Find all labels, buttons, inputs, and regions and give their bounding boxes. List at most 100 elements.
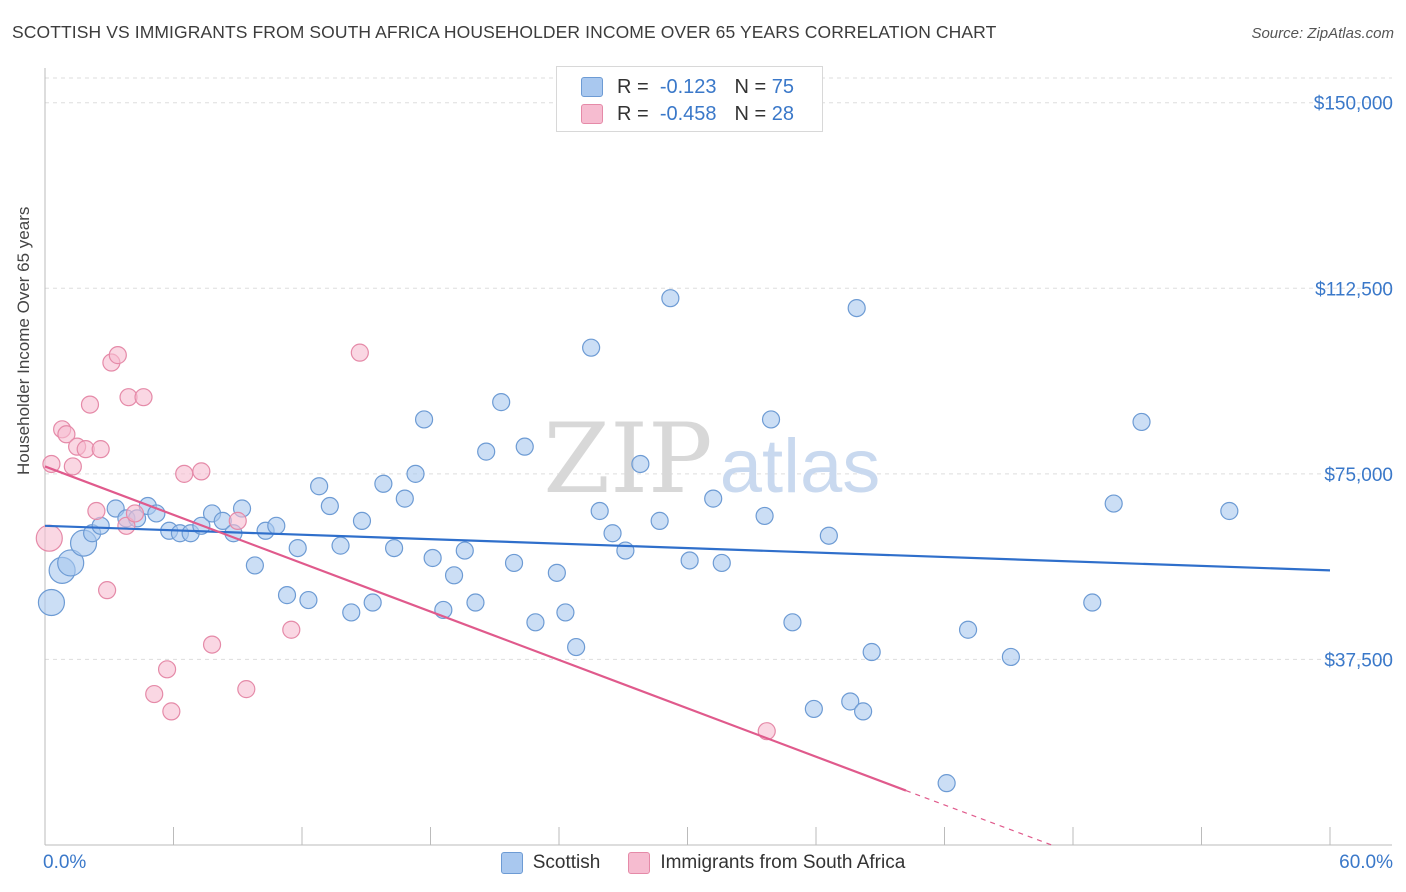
scottish-point <box>1001 647 1020 667</box>
legend-label: Immigrants from South Africa <box>660 852 906 873</box>
scottish-point <box>1220 501 1239 521</box>
scottish-point <box>590 501 609 521</box>
legend-swatch-blue <box>581 77 603 97</box>
south-africa-point <box>108 346 127 365</box>
south-africa-point <box>157 660 177 679</box>
scottish-point <box>277 586 297 605</box>
scottish-point <box>650 511 669 530</box>
watermark: ZIP atlas <box>543 403 880 515</box>
scottish-point <box>299 590 318 610</box>
scottish-point <box>631 454 650 474</box>
scottish-point <box>680 551 699 570</box>
legend-r-label: R = <box>617 102 649 125</box>
scottish-point <box>310 477 329 496</box>
scottish-point <box>395 489 414 508</box>
y-tick-label: $112,500 <box>1315 279 1393 300</box>
south-africa-point <box>87 501 106 521</box>
legend-item-south-africa[interactable]: Immigrants from South Africa <box>628 852 905 874</box>
legend-n-label: N = <box>734 75 767 98</box>
scottish-point <box>414 410 434 429</box>
correlation-legend: R = -0.123 N = 75 R = -0.458 N = 28 <box>556 66 823 132</box>
scottish-point <box>320 496 339 516</box>
scottish-point <box>374 474 393 493</box>
scottish-point <box>423 548 442 568</box>
south-africa-point <box>350 343 369 362</box>
south-africa-point <box>134 388 153 407</box>
scottish-point <box>288 538 307 558</box>
scottish-point <box>841 692 860 711</box>
south-africa-point <box>145 684 164 704</box>
legend-row-scottish: R = -0.123 N = 75 <box>581 75 794 99</box>
scottish-point <box>556 603 575 622</box>
legend-n-value: 28 <box>771 102 795 125</box>
scottish-point <box>455 541 474 560</box>
scottish-point <box>755 506 774 526</box>
scottish-trend-line <box>44 524 1331 572</box>
scottish-point <box>466 593 485 612</box>
scottish-point <box>712 553 731 573</box>
south-africa-point <box>282 620 301 639</box>
scottish-point <box>477 442 496 461</box>
south-africa-point <box>125 504 145 523</box>
south-africa-point <box>57 425 76 444</box>
watermark-atlas: atlas <box>720 424 881 509</box>
y-tick-label: $37,500 <box>1324 650 1393 671</box>
scottish-point <box>1083 593 1102 612</box>
scottish-point <box>616 541 635 560</box>
legend-r-value: -0.123 <box>659 75 717 98</box>
scottish-point <box>444 566 464 585</box>
south-africa-point <box>98 581 117 600</box>
scottish-point <box>37 588 66 617</box>
trend-lines <box>44 465 1331 846</box>
y-tick-label: $150,000 <box>1314 94 1393 115</box>
south-africa-point <box>91 440 110 459</box>
scottish-point <box>937 774 956 793</box>
scottish-point <box>384 538 404 558</box>
scottish-point <box>761 410 781 429</box>
scottish-point <box>1104 494 1123 513</box>
scottish-point <box>267 516 286 535</box>
legend-item-scottish[interactable]: Scottish <box>500 852 600 874</box>
scottish-point <box>958 620 978 639</box>
scottish-point <box>526 613 545 632</box>
legend-row-south-africa: R = -0.458 N = 28 <box>581 102 794 126</box>
south-africa-point <box>228 511 247 530</box>
scottish-point <box>492 393 511 412</box>
scottish-point <box>661 289 680 308</box>
south-africa-point <box>175 464 194 483</box>
scottish-point <box>352 511 372 530</box>
south-africa-trend-line <box>44 465 907 792</box>
legend-r-value: -0.458 <box>659 102 717 125</box>
scottish-point <box>819 526 838 545</box>
legend-swatch-pink <box>628 852 651 874</box>
south-africa-trend-extension <box>905 790 1052 846</box>
grid-lines <box>45 77 1392 660</box>
legend-swatch-pink <box>581 104 603 124</box>
scottish-point <box>847 299 866 318</box>
scottish-point <box>567 637 586 657</box>
south-africa-point <box>237 680 256 699</box>
x-tick-label: 60.0% <box>1339 852 1393 873</box>
scottish-point <box>504 553 524 573</box>
scottish-point <box>547 563 566 582</box>
axes <box>44 68 1392 846</box>
scottish-point <box>342 603 361 622</box>
source-label: Source: ZipAtlas.com <box>1251 25 1394 42</box>
scottish-point <box>406 464 425 483</box>
scottish-point <box>245 556 264 575</box>
watermark-zip: ZIP <box>543 403 712 515</box>
south-africa-point <box>192 462 211 481</box>
x-tick-label: 0.0% <box>43 852 86 873</box>
scottish-point <box>783 613 802 632</box>
scottish-point <box>363 593 382 612</box>
south-africa-point <box>162 702 181 721</box>
legend-swatch-blue <box>500 852 523 874</box>
scottish-point <box>57 549 85 577</box>
south-africa-point <box>80 395 100 414</box>
south-africa-point <box>202 635 222 654</box>
south-africa-point <box>117 516 136 535</box>
scottish-point <box>515 437 534 456</box>
scottish-points <box>37 289 1239 793</box>
chart-title: SCOTTISH VS IMMIGRANTS FROM SOUTH AFRICA… <box>12 22 997 42</box>
